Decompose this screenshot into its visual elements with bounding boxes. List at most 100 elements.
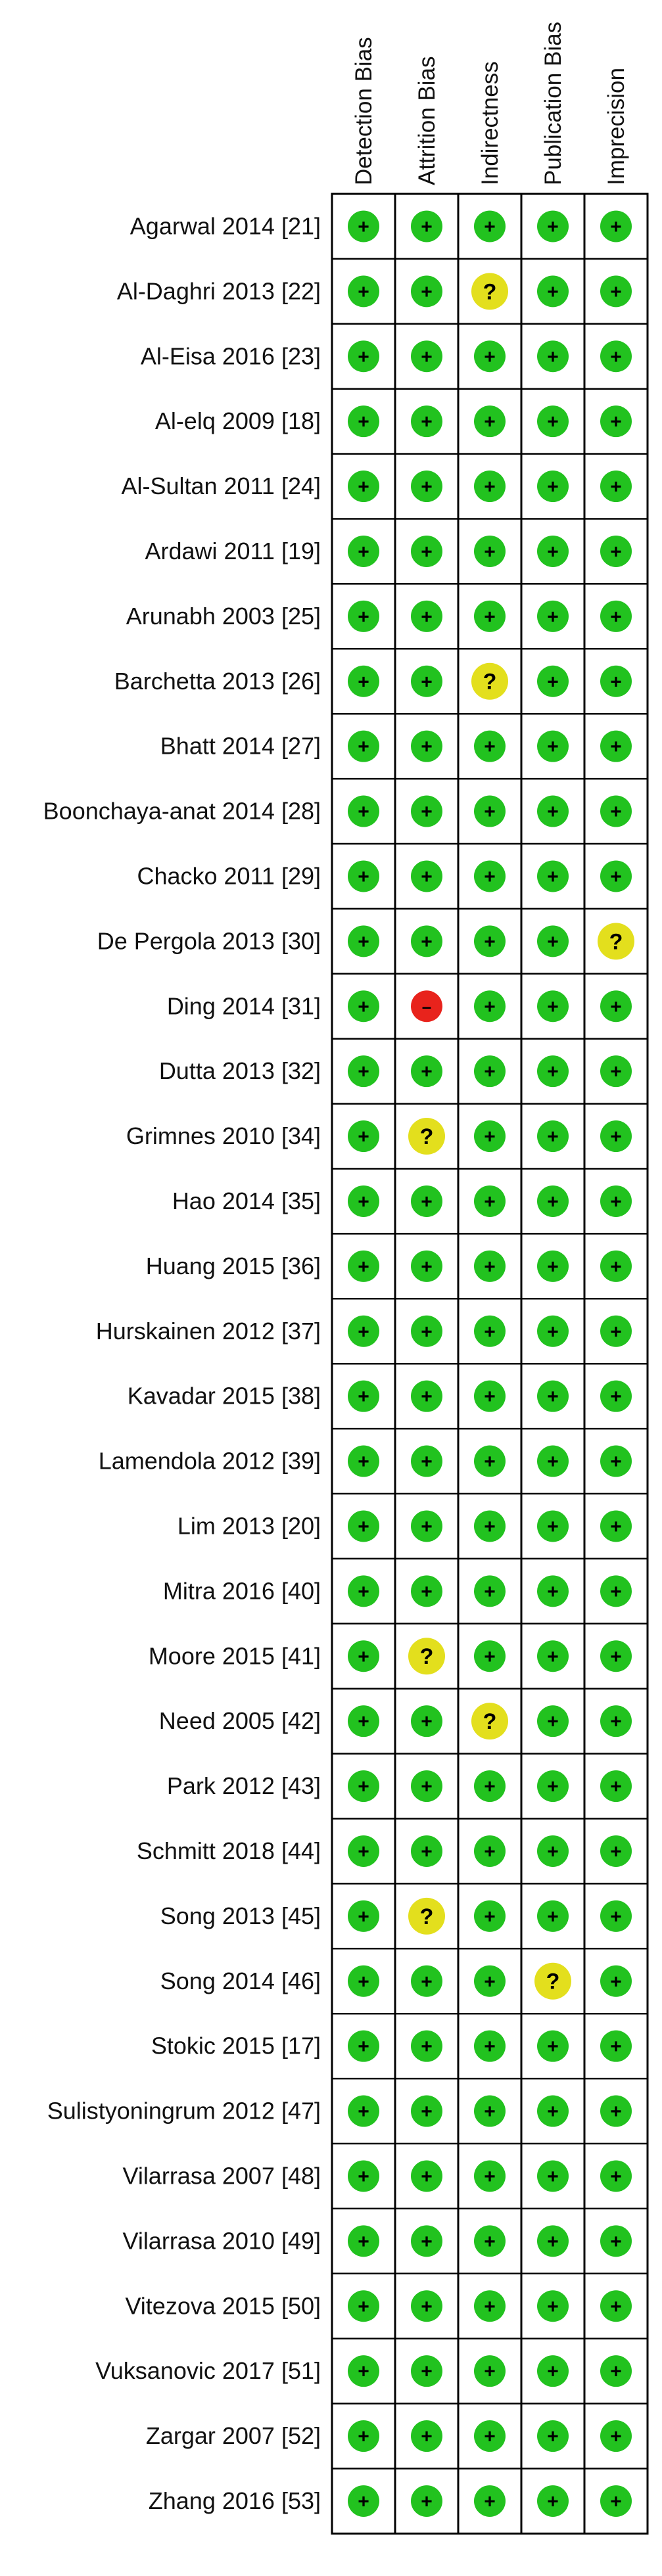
low-risk-icon: + [411,2355,442,2387]
rating-glyph: + [610,1581,622,1603]
low-risk-icon: + [474,1510,506,1542]
low-risk-icon: + [600,860,632,892]
study-label: Chacko 2011 [29] [137,862,321,889]
rating-glyph: + [421,216,433,238]
rating-glyph: + [421,671,433,693]
rating-dot [411,1575,442,1607]
rating-dot [537,1900,569,1932]
rating-dot [348,2420,379,2452]
rating-glyph: ? [546,1969,560,1994]
rating-dot [600,2420,632,2452]
low-risk-icon: + [600,1250,632,1282]
rating-glyph: + [547,1451,559,1473]
low-risk-icon: + [474,1640,506,1672]
low-risk-icon: + [411,471,442,503]
rating-glyph: + [610,1256,622,1277]
rating-grid [331,193,649,2535]
study-label: Mitra 2016 [40] [163,1577,321,1604]
rating-glyph: + [421,1516,433,1538]
low-risk-icon: + [474,600,506,632]
low-risk-icon: + [411,1380,442,1412]
low-risk-icon: + [537,2355,569,2387]
study-label: Schmitt 2018 [44] [137,1837,321,1864]
rating-dot [600,2485,632,2517]
rating-dot [348,1380,379,1412]
low-risk-icon: + [411,405,442,438]
rating-dot [411,665,442,697]
rating-dot [537,1185,569,1217]
rating-dot [411,2420,442,2452]
rating-glyph: + [610,866,622,888]
rating-glyph: + [547,216,559,238]
rating-glyph: + [358,2166,369,2188]
rating-dot [411,1380,442,1412]
rating-glyph: + [610,1971,622,1992]
low-risk-icon: + [348,1640,379,1672]
rating-dot [537,1510,569,1542]
rating-glyph: + [547,996,559,1018]
rating-glyph: + [358,1256,369,1277]
rating-dot [348,2290,379,2322]
rating-dot [537,665,569,697]
rating-dot [537,990,569,1023]
rating-glyph: + [610,2101,622,2123]
rating-dot [600,665,632,697]
low-risk-icon: + [537,1250,569,1282]
rating-dot [600,600,632,632]
rating-glyph: + [610,1906,622,1927]
rating-glyph: – [422,996,431,1016]
rating-glyph: + [358,1646,369,1668]
rating-dot [600,405,632,438]
rating-dot [474,1315,506,1347]
rating-glyph: + [484,736,496,758]
low-risk-icon: + [474,795,506,827]
rating-glyph: + [358,1971,369,1992]
low-risk-icon: + [411,340,442,373]
rating-dot [600,1510,632,1542]
rating-dot [474,1965,506,1997]
rating-dot [474,2095,506,2127]
rating-glyph: + [421,2036,433,2058]
rating-dot [408,1638,445,1675]
rating-dot [600,2095,632,2127]
low-risk-icon: + [537,1770,569,1803]
low-risk-icon: + [537,1445,569,1477]
low-risk-icon: + [348,600,379,632]
rating-glyph: + [610,1516,622,1538]
low-risk-icon: + [348,2420,379,2452]
rating-dot [348,275,379,308]
rating-dot [600,535,632,567]
study-label: Barchetta 2013 [26] [114,668,321,695]
rating-glyph: + [421,1061,433,1083]
rating-dot [474,1510,506,1542]
rating-dot [600,1055,632,1088]
low-risk-icon: + [474,1120,506,1153]
rating-dot [537,1835,569,1867]
rating-dot [348,990,379,1023]
low-risk-icon: + [600,471,632,503]
rating-dot [348,1640,379,1672]
rating-dot [600,471,632,503]
low-risk-icon: + [537,1120,569,1153]
rating-dot [348,925,379,957]
rating-dot [411,730,442,762]
rating-dot [537,2030,569,2062]
low-risk-icon: + [411,1705,442,1737]
study-label: Park 2012 [43] [167,1772,321,1799]
rating-glyph: + [547,346,559,368]
low-risk-icon: + [600,1640,632,1672]
column-header: Imprecision [603,68,629,185]
low-risk-icon: + [474,1900,506,1932]
rating-dot [474,1900,506,1932]
rating-glyph: + [547,1776,559,1798]
rating-glyph: + [421,1321,433,1343]
rating-dot [598,923,634,960]
rating-glyph: + [358,1906,369,1927]
rating-glyph: + [547,1061,559,1083]
rating-dot [348,1510,379,1542]
rating-dot [600,2030,632,2062]
rating-dot [411,2030,442,2062]
rating-glyph: + [610,281,622,303]
rating-dot [537,860,569,892]
